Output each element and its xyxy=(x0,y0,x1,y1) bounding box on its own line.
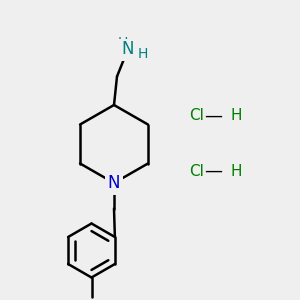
Text: —: — xyxy=(204,162,222,180)
Text: H: H xyxy=(231,164,242,178)
Text: Cl: Cl xyxy=(189,108,204,123)
Text: N: N xyxy=(121,40,134,58)
Text: N: N xyxy=(108,174,120,192)
Text: Cl: Cl xyxy=(189,164,204,178)
Text: —: — xyxy=(204,106,222,124)
Text: H: H xyxy=(137,47,148,61)
Text: H: H xyxy=(231,108,242,123)
Text: H: H xyxy=(118,36,128,50)
